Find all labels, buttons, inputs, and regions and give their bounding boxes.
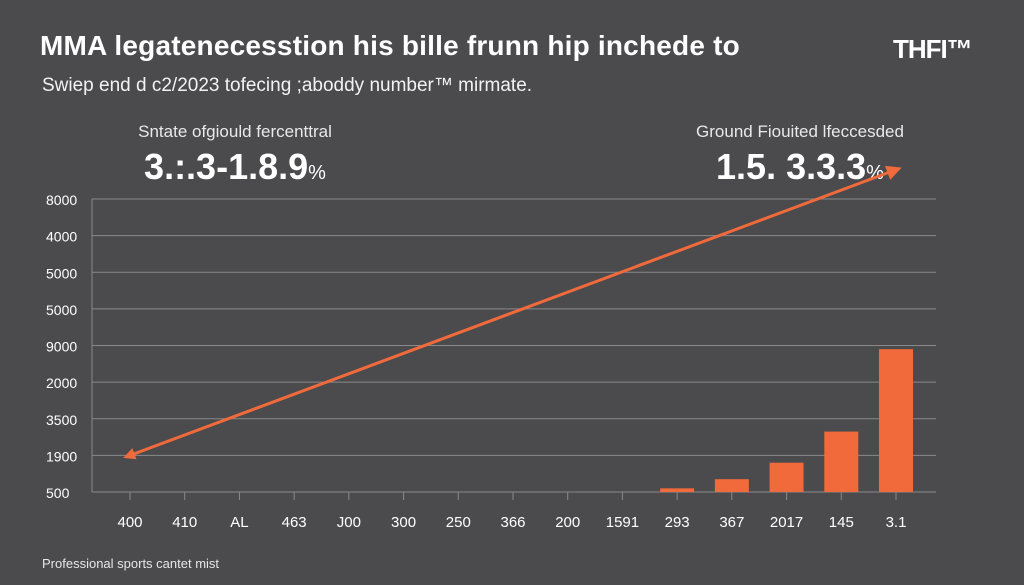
x-tick-label: 366 [500,514,525,531]
chart-subtitle: Swiep end d c2/2023 tofecing ;abοddy num… [42,75,533,96]
x-tick-label: J00 [337,514,361,531]
trend-line [123,165,902,460]
x-tick-label: 145 [829,514,854,531]
bar [879,349,913,492]
y-tick-label: 8000 [46,192,77,208]
x-tick-label: 367 [719,514,744,531]
x-tick-label: 2017 [770,514,803,531]
y-tick-label: 3500 [46,412,77,428]
x-tick-label: 200 [555,514,580,531]
stat-left-label: Sntate ofgiould fercenttral [138,122,332,141]
x-tick-label: 293 [665,514,690,531]
x-tick-label: 400 [117,514,142,531]
y-tick-label: 5000 [46,265,77,281]
y-tick-label: 500 [46,485,70,501]
y-tick-label: 4000 [46,229,77,245]
x-tick-label: 300 [391,514,416,531]
x-tick-label: 463 [282,514,307,531]
stat-right-label: Ground Fiouited lfeccesded [696,122,904,141]
footer-note: Professional sports cantet mist [42,556,220,571]
x-tick-label: 3.1 [886,514,907,531]
bar [824,431,859,492]
y-tick-label: 9000 [46,339,77,355]
bar [714,479,749,492]
x-tick-label: 250 [446,514,471,531]
y-tick-label: 2000 [46,375,77,391]
chart-title: MMA legatenecesstion his bille frunn hip… [40,30,740,61]
brand-logo: THFI™ [893,34,973,64]
x-tick-label: 410 [172,514,197,531]
x-tick-label: 1591 [606,514,639,531]
bar [660,488,695,492]
bar [769,462,804,492]
y-tick-label: 1900 [46,448,77,464]
y-tick-label: 5000 [46,302,77,318]
x-tick-label: AL [230,514,248,531]
